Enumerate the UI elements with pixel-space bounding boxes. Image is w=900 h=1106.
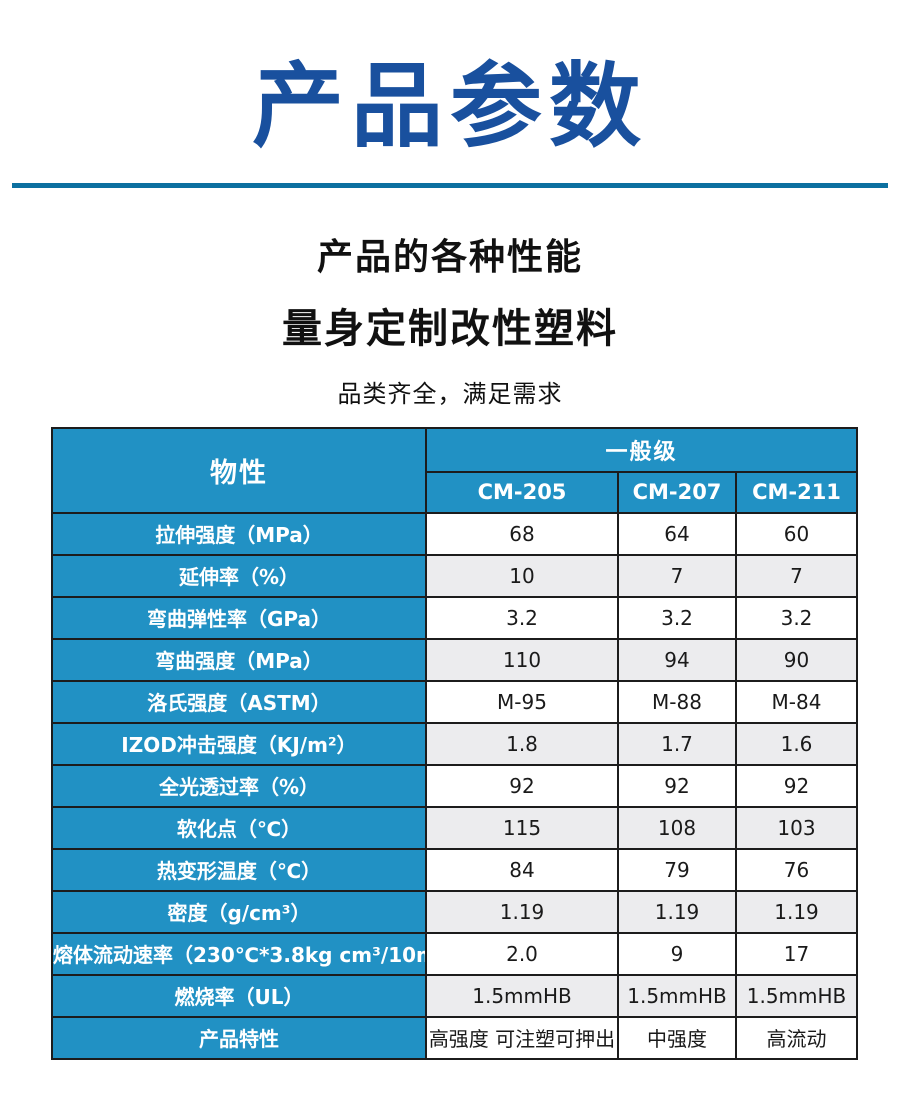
value-cell: 1.19 (425, 889, 619, 934)
value-cell: 3.2 (617, 595, 737, 640)
subtitle-line-2: 量身定制改性塑料 (282, 305, 618, 352)
value-cell: 1.19 (617, 889, 737, 934)
value-cell: 94 (617, 637, 737, 682)
table-row: 拉伸强度（MPa） 68 64 60 (51, 511, 858, 556)
value-cell: 1.19 (735, 889, 858, 934)
table-row: 热变形温度（℃） 84 79 76 (51, 847, 858, 892)
row-label: 热变形温度（℃） (51, 847, 427, 892)
value-cell: 3.2 (425, 595, 619, 640)
value-cell: 1.5mmHB (617, 973, 737, 1018)
value-cell: 9 (617, 931, 737, 976)
row-label: 延伸率（%） (51, 553, 427, 598)
row-label: 熔体流动速率（230℃*3.8kg cm³/10min） (51, 931, 427, 976)
value-cell: 84 (425, 847, 619, 892)
table-row: 弯曲强度（MPa） 110 94 90 (51, 637, 858, 682)
value-cell: 79 (617, 847, 737, 892)
value-cell: 60 (735, 511, 858, 556)
table-row: 产品特性 高强度 可注塑可押出 中强度 高流动 (51, 1015, 858, 1060)
value-cell: 76 (735, 847, 858, 892)
title-divider-line (12, 182, 888, 188)
value-cell: 1.6 (735, 721, 858, 766)
table-row: 软化点（℃） 115 108 103 (51, 805, 858, 850)
row-label: 全光透过率（%） (51, 763, 427, 808)
model-header-cm211: CM-211 (735, 470, 858, 514)
subtitle-line-1: 产品的各种性能 (316, 236, 583, 278)
value-cell: 2.0 (425, 931, 619, 976)
value-cell: 92 (425, 763, 619, 808)
value-cell: 115 (425, 805, 619, 850)
table-row: 燃烧率（UL） 1.5mmHB 1.5mmHB 1.5mmHB (51, 973, 858, 1018)
table-row: 全光透过率（%） 92 92 92 (51, 763, 858, 808)
value-cell: 64 (617, 511, 737, 556)
row-label: 密度（g/cm³） (51, 889, 427, 934)
table-row: 延伸率（%） 10 7 7 (51, 553, 858, 598)
value-cell: 3.2 (735, 595, 858, 640)
page-title: 产品参数 (251, 53, 648, 160)
table-header-row-group: 物性 一般级 (51, 426, 858, 514)
value-cell: 17 (735, 931, 858, 976)
table-header-row-models: CM-205 CM-207 CM-211 (52, 470, 858, 514)
row-label: 弯曲弹性率（GPa） (51, 595, 427, 640)
row-label: 燃烧率（UL） (51, 973, 427, 1018)
value-cell: M-84 (735, 679, 858, 724)
row-label: IZOD冲击强度（KJ/m²） (51, 721, 427, 766)
value-cell: 7 (735, 553, 858, 598)
value-cell: 1.5mmHB (425, 973, 619, 1018)
table-row: IZOD冲击强度（KJ/m²） 1.8 1.7 1.6 (51, 721, 858, 766)
row-label: 拉伸强度（MPa） (51, 511, 427, 556)
table-row: 熔体流动速率（230℃*3.8kg cm³/10min） 2.0 9 17 (51, 931, 858, 976)
value-cell: 高强度 可注塑可押出 (425, 1015, 619, 1060)
product-spec-table: 物性 一般级 CM-205 CM-207 CM-211 拉伸强度（MPa） 68… (51, 426, 858, 1060)
model-header-cm205: CM-205 (425, 470, 619, 514)
table-row: 密度（g/cm³） 1.19 1.19 1.19 (51, 889, 858, 934)
value-cell: 7 (617, 553, 737, 598)
value-cell: 110 (425, 637, 619, 682)
value-cell: 1.7 (617, 721, 737, 766)
table-row: 洛氏强度（ASTM） M-95 M-88 M-84 (51, 679, 858, 724)
table-row: 弯曲弹性率（GPa） 3.2 3.2 3.2 (51, 595, 858, 640)
value-cell: 10 (425, 553, 619, 598)
model-header-cm207: CM-207 (617, 470, 737, 514)
value-cell: 90 (735, 637, 858, 682)
value-cell: 1.8 (425, 721, 619, 766)
row-label: 软化点（℃） (51, 805, 427, 850)
value-cell: 108 (617, 805, 737, 850)
value-cell: 92 (617, 763, 737, 808)
corner-header-cell: 物性 (51, 426, 427, 514)
value-cell: 68 (425, 511, 619, 556)
row-label: 产品特性 (51, 1015, 427, 1060)
subtitle-line-3: 品类齐全，满足需求 (337, 379, 563, 408)
row-label: 洛氏强度（ASTM） (51, 679, 427, 724)
row-label: 弯曲强度（MPa） (51, 637, 427, 682)
value-cell: 1.5mmHB (735, 973, 858, 1018)
value-cell: M-95 (425, 679, 619, 724)
value-cell: 92 (735, 763, 858, 808)
value-cell: 高流动 (735, 1015, 858, 1060)
value-cell: 103 (735, 805, 858, 850)
value-cell: 中强度 (617, 1015, 737, 1060)
grade-group-header-cell: 一般级 (425, 426, 858, 473)
value-cell: M-88 (617, 679, 737, 724)
